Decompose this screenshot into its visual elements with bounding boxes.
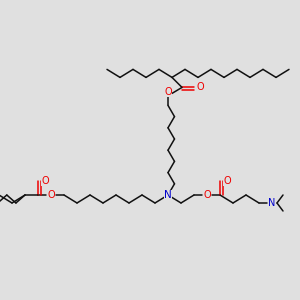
Text: N: N <box>164 190 172 200</box>
Text: O: O <box>47 190 55 200</box>
Text: N: N <box>268 198 276 208</box>
Text: O: O <box>41 176 49 186</box>
Text: O: O <box>223 176 231 186</box>
Text: O: O <box>203 190 211 200</box>
Text: O: O <box>164 87 172 98</box>
Text: O: O <box>196 82 204 92</box>
